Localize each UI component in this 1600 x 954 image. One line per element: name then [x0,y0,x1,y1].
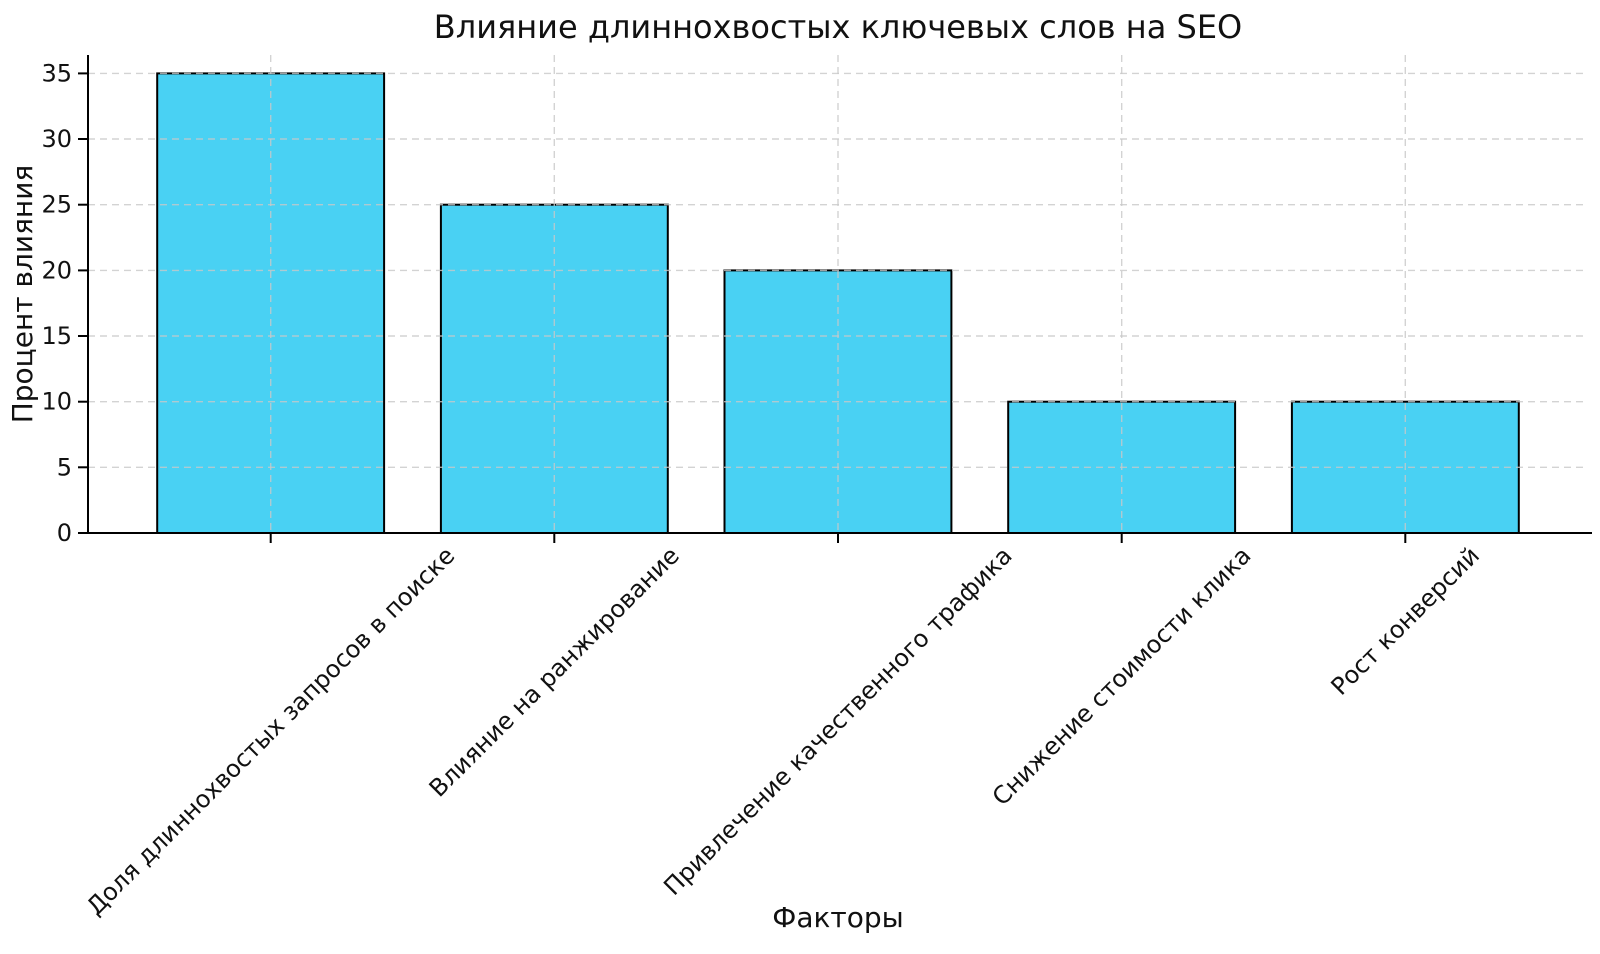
x-tick-label-1: Влияние на ранжирование [424,541,685,802]
y-tick-label-5: 5 [57,453,72,481]
y-axis-label: Процент влияния [6,165,39,424]
gridlines-layer [88,55,1588,533]
y-tick-label-30: 30 [41,125,72,153]
x-tick-label-3: Снижение стоимости клика [987,541,1257,811]
x-tick-label-4: Рост конверсий [1326,541,1485,700]
x-tick-label-0: Доля длиннохвостых запросов в поиске [81,541,460,920]
y-tick-label-35: 35 [41,59,72,87]
y-tick-label-25: 25 [41,191,72,219]
y-tick-label-10: 10 [41,388,72,416]
chart-title: Влияние длиннохвостых ключевых слов на S… [434,8,1242,46]
y-tick-label-0: 0 [57,519,72,547]
y-tick-label-15: 15 [41,322,72,350]
x-axis-label: Факторы [772,901,904,934]
y-tick-label-20: 20 [41,256,72,284]
x-tick-label-2: Привлечение качественного трафика [658,542,1017,901]
axes-layer [78,55,1592,543]
